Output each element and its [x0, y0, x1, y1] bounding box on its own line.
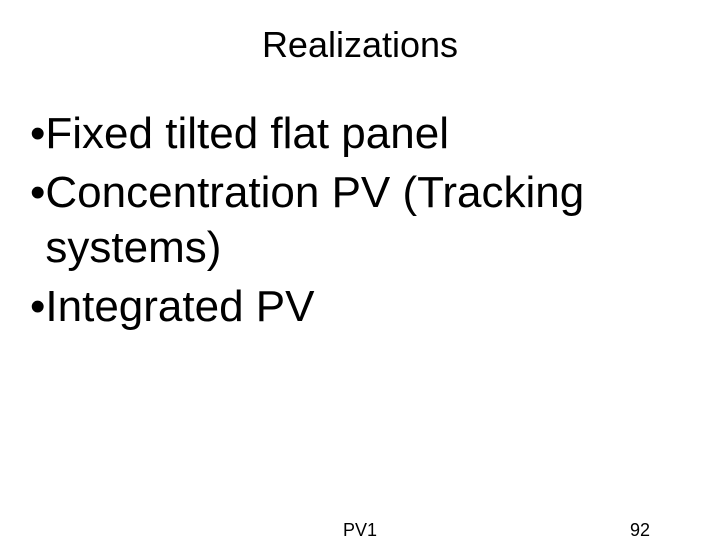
list-item: • Concentration PV (Tracking systems)	[30, 165, 680, 275]
slide-content: • Fixed tilted flat panel • Concentratio…	[0, 86, 720, 334]
bullet-text: Integrated PV	[45, 279, 314, 334]
page-number: 92	[630, 520, 650, 541]
bullet-icon: •	[30, 165, 45, 275]
slide-title: Realizations	[0, 0, 720, 86]
bullet-text: Fixed tilted flat panel	[45, 106, 449, 161]
list-item: • Integrated PV	[30, 279, 680, 334]
bullet-icon: •	[30, 279, 45, 334]
footer-center-text: PV1	[343, 520, 377, 541]
slide: Realizations • Fixed tilted flat panel •…	[0, 0, 720, 540]
bullet-icon: •	[30, 106, 45, 161]
list-item: • Fixed tilted flat panel	[30, 106, 680, 161]
bullet-text: Concentration PV (Tracking systems)	[45, 165, 680, 275]
